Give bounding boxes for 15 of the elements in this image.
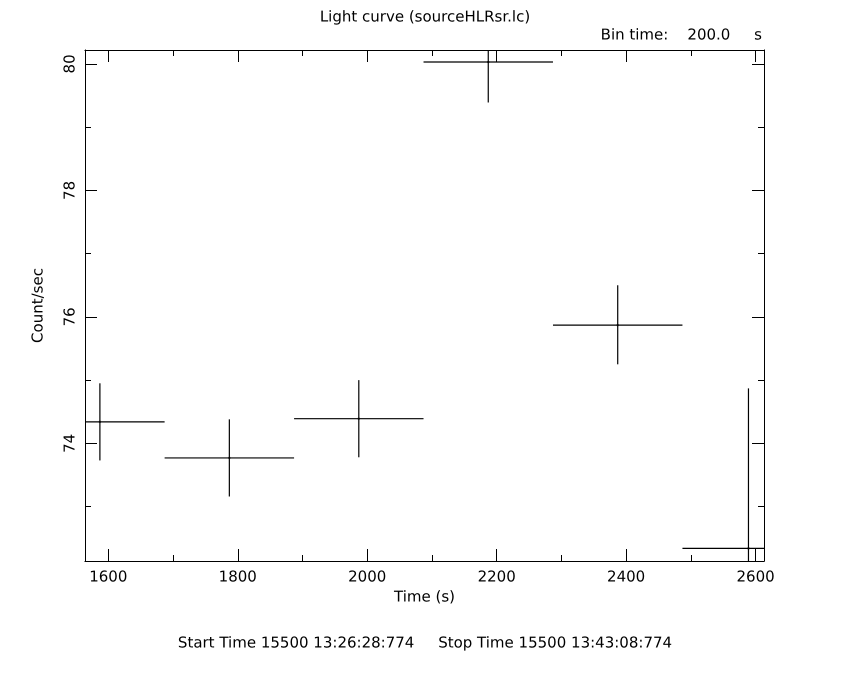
text: Start Time 15500 13:26:28:774 Stop Time 15500 13:43:08:774 (178, 634, 672, 652)
x-tick-label: 1800 (218, 568, 257, 586)
x-tick-label: 2400 (607, 568, 646, 586)
chart-title: Light curve (sourceHLRsr.lc) (320, 8, 530, 26)
y-axis-title: Count/sec (28, 268, 46, 343)
x-tick-label: 2200 (478, 568, 516, 586)
x-tick-label: 1600 (89, 568, 128, 586)
y-tick-label: 76 (60, 307, 78, 326)
chart-subtitle: Bin time: 200.0 s (600, 26, 762, 44)
y-tick-label: 74 (60, 434, 78, 453)
x-tick-label: 2600 (736, 568, 775, 586)
y-tick-label: 80 (60, 54, 78, 74)
y-tick-label: 78 (60, 180, 78, 200)
x-axis-title: Time (s) (393, 588, 455, 606)
x-tick-label: 2000 (348, 568, 386, 586)
